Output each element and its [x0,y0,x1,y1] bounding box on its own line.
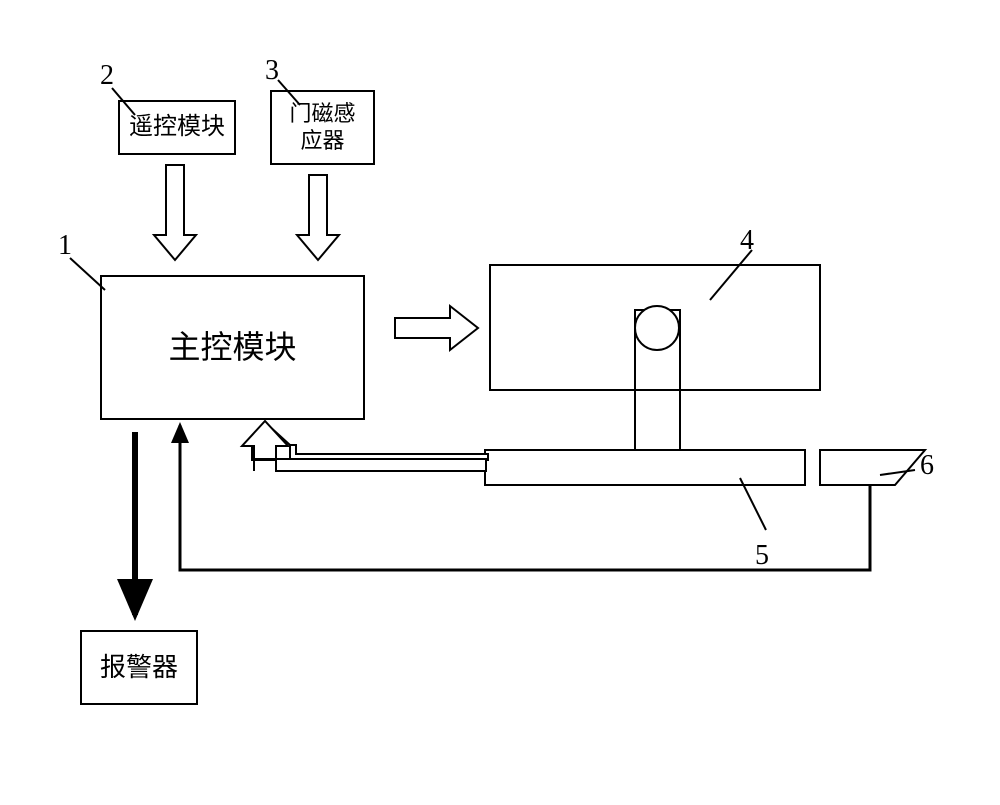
arrow-lower-to-main [246,425,488,460]
arrow-lower-to-main-body [244,423,488,470]
ref-number-6: 6 [920,450,934,482]
alarm-module: 报警器 [80,630,198,705]
leader-6 [880,470,915,475]
door-sensor-label: 门磁感 应器 [289,101,355,154]
motor-slot [635,310,680,390]
arrow-door-to-main [297,175,339,260]
ref-number-1: 1 [58,230,72,262]
leader-5 [740,478,766,530]
main-control-label: 主控模块 [168,328,296,366]
ref-number-3: 3 [265,55,279,87]
arrow-remote-to-main [154,165,196,260]
ref-number-5: 5 [755,540,769,572]
remote-module: 遥控模块 [118,100,236,155]
motor-circle [635,306,679,350]
ref-number-4: 4 [740,225,754,257]
sensor-6 [820,450,925,485]
motor-block [490,265,820,390]
alarm-label: 报警器 [100,652,178,683]
lower-bar [485,450,805,485]
main-control-module: 主控模块 [100,275,365,420]
leader-4 [710,250,752,300]
motor-shaft [635,390,680,450]
diagram-stage: 主控模块 遥控模块 门磁感 应器 报警器 1 2 3 4 5 6 [0,0,1000,805]
door-sensor-module: 门磁感 应器 [270,90,375,165]
arrow-5-to-main [242,421,486,471]
ref-number-2: 2 [100,60,114,92]
arrow-main-to-motor [395,306,478,350]
remote-module-label: 遥控模块 [129,113,225,142]
